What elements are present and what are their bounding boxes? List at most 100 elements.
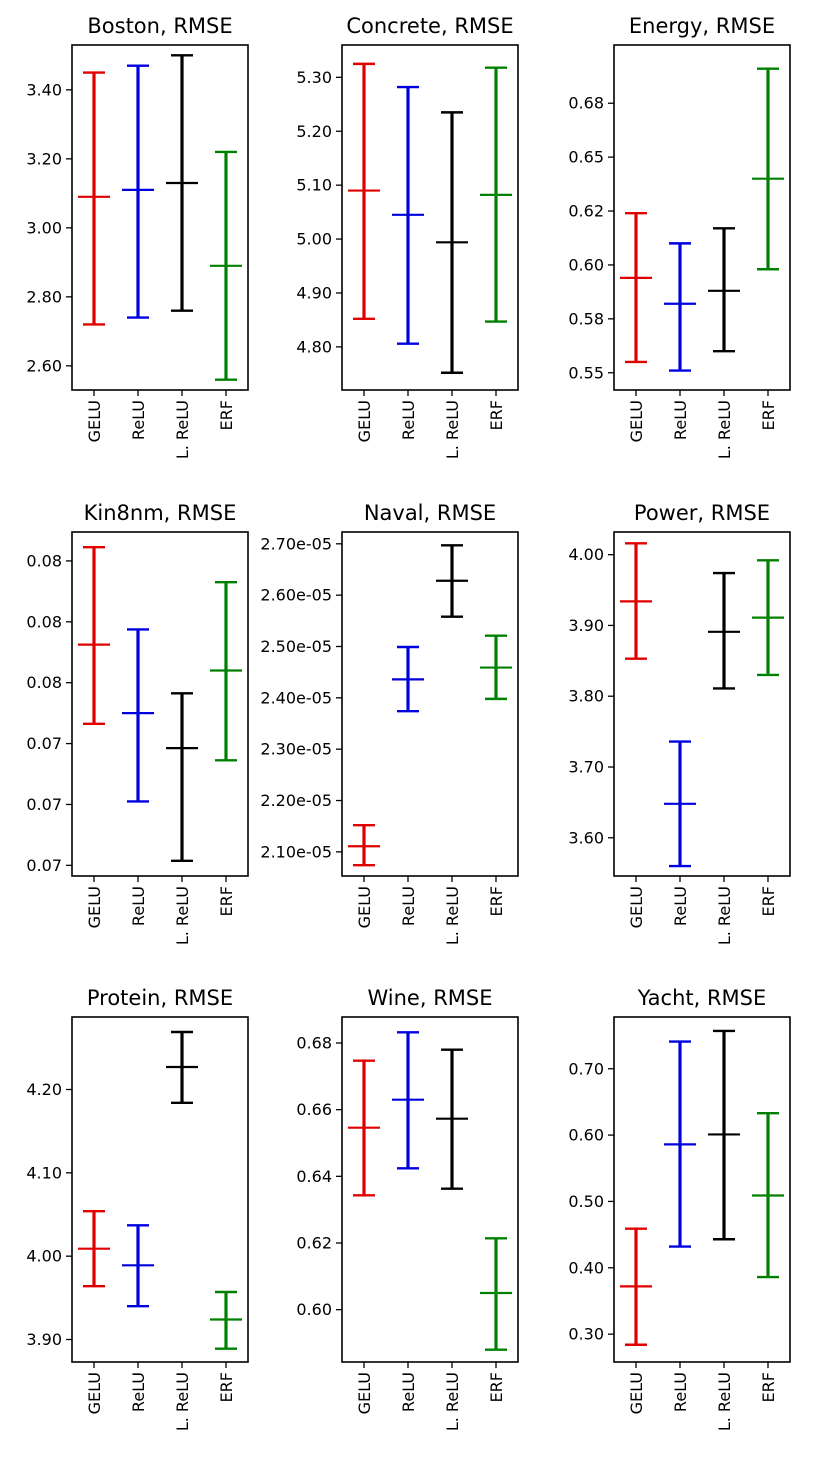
x-tick-label: ReLU xyxy=(399,1372,418,1412)
x-tick-label: ReLU xyxy=(129,886,148,926)
y-tick-label: 0.66 xyxy=(296,1100,332,1119)
chart-title: Kin8nm, RMSE xyxy=(84,501,237,525)
x-tick-label: GELU xyxy=(85,400,104,442)
chart-title: Energy, RMSE xyxy=(629,14,775,38)
chart-panel-0: Boston, RMSE 2.60 2.80 3.00 3.20 3.40 GELU ReLU… xyxy=(26,14,249,459)
chart-title: Protein, RMSE xyxy=(87,986,233,1010)
y-tick-label: 0.07 xyxy=(26,856,62,875)
x-tick-label: ERF xyxy=(217,1372,236,1402)
y-tick-label: 2.30e-05 xyxy=(260,740,332,759)
y-tick-label: 0.60 xyxy=(568,1126,604,1145)
x-tick-label: GELU xyxy=(627,886,646,928)
errorbar-erf xyxy=(480,1237,512,1351)
x-tick-label: ReLU xyxy=(399,886,418,926)
y-tick-label: 0.68 xyxy=(568,94,604,113)
errorbar-l-relu xyxy=(436,1048,468,1190)
x-tick-label: L. ReLU xyxy=(443,1372,462,1431)
y-tick-label: 0.08 xyxy=(26,612,62,631)
plot-frame xyxy=(613,44,791,391)
errorbar-gelu xyxy=(620,211,652,364)
x-tick-label: ReLU xyxy=(671,886,690,926)
errorbar-erf xyxy=(210,150,242,381)
y-tick-label: 4.00 xyxy=(26,1247,62,1266)
y-tick-label: 4.10 xyxy=(26,1163,62,1182)
y-tick-label: 0.07 xyxy=(26,795,62,814)
errorbar-erf xyxy=(752,1112,784,1279)
plot-frame xyxy=(71,1016,249,1363)
plot-frame xyxy=(341,531,519,877)
errorbar-relu xyxy=(122,628,154,803)
y-tick-label: 3.60 xyxy=(568,828,604,847)
x-tick-label: ERF xyxy=(487,1372,506,1402)
y-tick-label: 0.62 xyxy=(568,202,604,221)
errorbar-l-relu xyxy=(166,1030,198,1105)
chart-panel-6: Protein, RMSE 3.90 4.00 4.10 4.20 GELU ReLU L. … xyxy=(26,986,249,1431)
x-tick-label: ERF xyxy=(217,400,236,430)
errorbar-l-relu xyxy=(708,571,740,690)
y-tick-label: 3.20 xyxy=(26,149,62,168)
y-tick-label: 2.50e-05 xyxy=(260,637,332,656)
x-tick-label: GELU xyxy=(355,1372,374,1414)
errorbar-l-relu xyxy=(166,54,198,312)
x-tick-label: L. ReLU xyxy=(715,1372,734,1431)
x-tick-label: GELU xyxy=(355,886,374,928)
y-tick-label: 2.70e-05 xyxy=(260,534,332,553)
errorbar-relu xyxy=(392,645,424,713)
x-tick-label: ReLU xyxy=(671,400,690,440)
y-tick-label: 5.30 xyxy=(296,68,332,87)
x-tick-label: L. ReLU xyxy=(443,886,462,945)
y-tick-label: 0.70 xyxy=(568,1059,604,1078)
x-tick-label: L. ReLU xyxy=(173,886,192,945)
y-tick-label: 3.40 xyxy=(26,80,62,99)
errorbar-l-relu xyxy=(166,692,198,862)
y-tick-label: 0.08 xyxy=(26,551,62,570)
errorbar-l-relu xyxy=(708,227,740,353)
y-tick-label: 5.00 xyxy=(296,230,332,249)
x-tick-label: ReLU xyxy=(129,1372,148,1412)
x-tick-label: ERF xyxy=(759,1372,778,1402)
chart-title: Power, RMSE xyxy=(634,501,770,525)
y-tick-label: 3.90 xyxy=(26,1330,62,1349)
errorbar-relu xyxy=(664,242,696,372)
y-tick-label: 0.64 xyxy=(296,1167,332,1186)
x-tick-label: ERF xyxy=(217,886,236,916)
chart-panel-1: Concrete, RMSE 4.80 4.90 5.00 5.10 5.20 5.30 GE… xyxy=(296,14,519,459)
plot-frame xyxy=(613,1016,791,1363)
y-tick-label: 0.60 xyxy=(568,255,604,274)
x-tick-label: GELU xyxy=(85,886,104,928)
x-tick-label: L. ReLU xyxy=(715,886,734,945)
chart-title: Boston, RMSE xyxy=(87,14,232,38)
y-tick-label: 0.50 xyxy=(568,1192,604,1211)
x-tick-label: GELU xyxy=(627,400,646,442)
chart-panel-2: Energy, RMSE 0.55 0.58 0.60 0.62 0.65 0.68 GELU… xyxy=(568,14,791,459)
chart-title: Yacht, RMSE xyxy=(637,986,767,1010)
y-tick-label: 0.30 xyxy=(568,1325,604,1344)
chart-title: Concrete, RMSE xyxy=(346,14,513,38)
chart-panel-7: Wine, RMSE 0.60 0.62 0.64 0.66 0.68 GELU ReLU L.… xyxy=(296,986,519,1431)
errorbar-relu xyxy=(122,1224,154,1308)
y-tick-label: 0.08 xyxy=(26,673,62,692)
y-tick-label: 3.00 xyxy=(26,218,62,237)
errorbar-gelu xyxy=(78,546,110,725)
errorbar-relu xyxy=(664,740,696,868)
x-tick-label: ReLU xyxy=(399,400,418,440)
y-tick-label: 4.90 xyxy=(296,283,332,302)
chart-title: Naval, RMSE xyxy=(364,501,496,525)
plot-frame xyxy=(341,44,519,391)
errorbar-gelu xyxy=(620,542,652,660)
x-tick-label: L. ReLU xyxy=(173,400,192,459)
y-tick-label: 2.80 xyxy=(26,287,62,306)
errorbar-erf xyxy=(480,66,512,323)
y-tick-label: 0.58 xyxy=(568,309,604,328)
errorbar-l-relu xyxy=(436,111,468,374)
plot-frame xyxy=(71,44,249,391)
errorbar-l-relu xyxy=(436,544,468,618)
y-tick-label: 5.10 xyxy=(296,176,332,195)
errorbar-erf xyxy=(210,1290,242,1350)
x-tick-label: GELU xyxy=(627,1372,646,1414)
chart-panel-8: Yacht, RMSE 0.30 0.40 0.50 0.60 0.70 GELU ReLU L… xyxy=(568,986,791,1431)
errorbar-relu xyxy=(392,85,424,345)
x-tick-label: ERF xyxy=(487,400,506,430)
y-tick-label: 0.65 xyxy=(568,148,604,167)
